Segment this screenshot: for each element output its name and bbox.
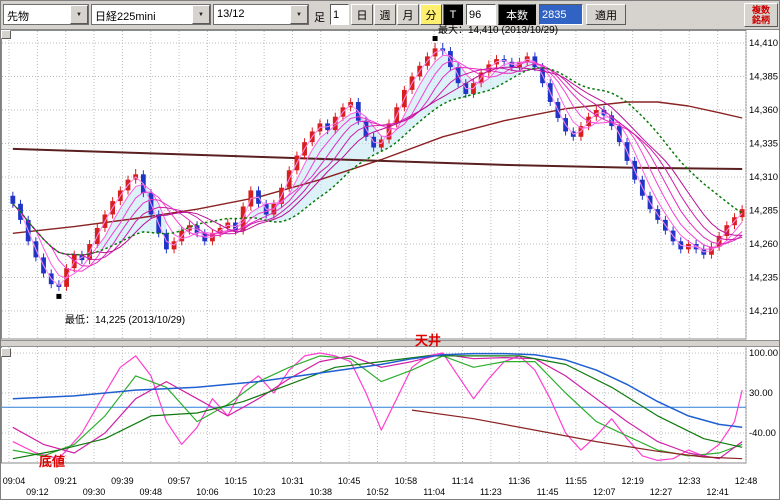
sub-darkred	[411, 409, 743, 460]
ma-long-flat	[12, 147, 743, 170]
dropdown-arrow-icon[interactable]: ▼	[290, 5, 308, 24]
period-tick-button[interactable]: T	[443, 4, 463, 25]
svg-text:14,410: 14,410	[749, 38, 778, 49]
svg-text:14,335: 14,335	[749, 139, 778, 150]
svg-text:09:30: 09:30	[83, 487, 106, 497]
min-marker	[56, 293, 62, 299]
period-week-button[interactable]: 週	[374, 4, 396, 25]
annotation-max: 最大：14,410 (2013/10/29)	[438, 25, 559, 36]
svg-text:10:38: 10:38	[310, 487, 333, 497]
svg-text:09:04: 09:04	[3, 476, 26, 486]
svg-text:12:27: 12:27	[650, 487, 673, 497]
svg-text:14,360: 14,360	[749, 105, 778, 116]
rci-mid-green	[12, 355, 743, 460]
svg-text:09:39: 09:39	[111, 476, 134, 486]
svg-text:09:21: 09:21	[54, 476, 77, 486]
dropdown-arrow-icon[interactable]: ▼	[192, 5, 210, 24]
main-panel-handle[interactable]	[1, 30, 11, 39]
svg-text:14,210: 14,210	[749, 306, 778, 317]
ma-fan-line	[12, 63, 743, 267]
ma-band	[250, 55, 543, 223]
rci-short-magenta	[12, 352, 743, 461]
svg-text:10:31: 10:31	[281, 476, 304, 486]
annotation-ceiling: 天井	[415, 333, 442, 348]
svg-text:11:55: 11:55	[565, 476, 587, 486]
panel-splitter[interactable]	[1, 340, 779, 347]
ma-fan-line	[12, 54, 743, 279]
apply-button[interactable]: 適用	[586, 4, 626, 25]
svg-text:14,385: 14,385	[749, 72, 778, 83]
contract-month-select[interactable]: 13/12 ▼	[213, 4, 309, 25]
symbol-select-value: 日経225mini	[95, 11, 156, 23]
svg-text:100.00: 100.00	[749, 348, 778, 359]
multi-symbol-line2: 銘柄	[751, 15, 770, 25]
svg-text:10:45: 10:45	[338, 476, 361, 486]
svg-text:11:14: 11:14	[452, 476, 474, 486]
period-day-button[interactable]: 日	[351, 4, 373, 25]
ma-fan-line	[12, 67, 743, 261]
market-select[interactable]: 先物 ▼	[3, 4, 89, 25]
svg-text:10:58: 10:58	[395, 476, 418, 486]
svg-text:10:06: 10:06	[196, 487, 219, 497]
main-panel-frame	[1, 30, 747, 340]
bars-count-button[interactable]: 本数	[498, 4, 536, 25]
interval-input[interactable]	[330, 4, 349, 25]
svg-text:09:12: 09:12	[26, 487, 49, 497]
svg-text:12:07: 12:07	[593, 487, 616, 497]
rci-short-green	[12, 355, 743, 457]
svg-text:10:15: 10:15	[225, 476, 248, 486]
max-marker	[432, 36, 438, 41]
svg-text:14,235: 14,235	[749, 273, 778, 284]
bar-type-label: 足	[314, 12, 325, 24]
sub-panel-handle[interactable]	[1, 348, 11, 357]
svg-text:11:04: 11:04	[423, 487, 445, 497]
svg-text:09:57: 09:57	[168, 476, 191, 486]
svg-text:-40.00: -40.00	[749, 428, 776, 439]
svg-text:10:23: 10:23	[253, 487, 276, 497]
dropdown-arrow-icon[interactable]: ▼	[70, 5, 88, 24]
svg-text:14,285: 14,285	[749, 206, 778, 217]
ma-fan-line	[12, 66, 743, 256]
multi-symbol-button[interactable]: 複数 銘柄	[744, 3, 778, 27]
svg-text:11:23: 11:23	[480, 487, 502, 497]
svg-text:12:41: 12:41	[706, 487, 729, 497]
annotation-bottom: 底値	[39, 454, 66, 469]
svg-text:12:33: 12:33	[678, 476, 701, 486]
svg-text:10:52: 10:52	[366, 487, 389, 497]
period-month-button[interactable]: 月	[397, 4, 419, 25]
svg-text:14,310: 14,310	[749, 172, 778, 183]
annotation-min: 最低：14,225 (2013/10/29)	[65, 315, 186, 326]
svg-text:09:48: 09:48	[139, 487, 162, 497]
ma-long-arc	[12, 101, 743, 234]
price-axis-labels: 14,410 14,385 14,360 14,335 14,310 14,285 14,2…	[749, 38, 778, 439]
multi-symbol-line1: 複数	[751, 5, 770, 15]
toolbar: 先物 ▼ 日経225mini ▼ 13/12 ▼ 足 日 週 月 分 T 本数 …	[1, 1, 779, 30]
market-select-value: 先物	[7, 11, 29, 23]
svg-text:30.00: 30.00	[749, 388, 773, 399]
rci-slow-blue	[12, 352, 743, 429]
period-minute-button[interactable]: 分	[420, 4, 442, 25]
rci-mid-magenta	[12, 353, 743, 460]
svg-text:12:48: 12:48	[735, 476, 758, 486]
symbol-code-input[interactable]	[539, 4, 583, 25]
ma-green-dotted	[12, 66, 743, 256]
bars-count-input[interactable]	[466, 4, 496, 25]
svg-text:11:45: 11:45	[537, 487, 559, 497]
symbol-select[interactable]: 日経225mini ▼	[91, 4, 211, 25]
svg-text:14,260: 14,260	[749, 239, 778, 250]
svg-text:11:36: 11:36	[508, 476, 530, 486]
ma-fan-line	[12, 49, 743, 287]
contract-month-value: 13/12	[217, 8, 245, 20]
svg-text:12:19: 12:19	[621, 476, 644, 486]
